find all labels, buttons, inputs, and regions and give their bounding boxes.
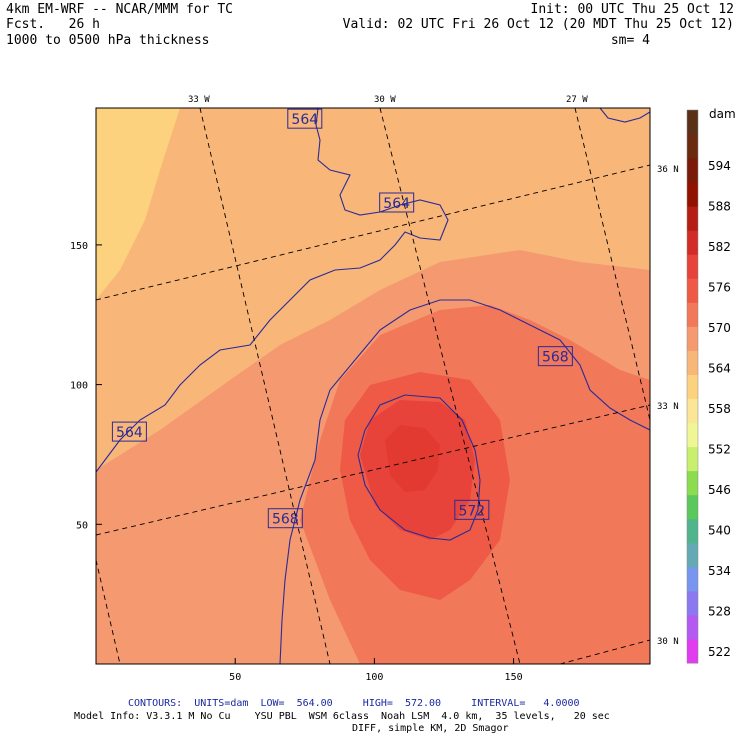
colorbar-tick-label: 528 [708,605,731,619]
colorbar-swatch [687,230,698,255]
lon-label-30w: 30 W [374,95,396,105]
colorbar-swatch [687,350,698,375]
contour-label-text: 564 [383,196,410,212]
colorbar-swatch [687,326,698,351]
latlon-grid [96,108,650,664]
x-axis: 50 100 150 [229,658,523,683]
colorbar-swatch [687,110,698,135]
lat-label-33n: 33 N [657,402,679,412]
colorbar-swatch [687,422,698,448]
contour-label-box [267,508,303,529]
lat-label-36n: 36 N [657,165,679,175]
y-axis: 50 100 150 [70,241,102,531]
contour-564-north [96,108,449,473]
colorbar-swatch [687,470,698,496]
colorbar-swatch [687,614,698,640]
fill-region-579 [385,425,440,492]
colorbar-swatch [687,134,698,159]
colorbar: 594 588 582 576 570 564 558 552 546 540 534 528 522 [686,109,731,664]
colorbar-swatch [687,494,698,520]
contour-label: 568 [537,346,573,367]
header-valid: Valid: 02 UTC Fri 26 Oct 12 (20 MDT Thu … [342,17,734,32]
contour-label: 564 [111,421,147,442]
contour-label: 564 [287,108,323,129]
x-tick-label: 150 [505,672,523,683]
lon-label-27w: 27 W [566,95,588,105]
header-forecast: Fcst. 26 h [6,17,100,32]
contour-label-text: 568 [272,512,299,528]
contour-572 [357,394,481,541]
colorbar-swatch [687,278,698,303]
colorbar-tick-label: 576 [708,281,731,295]
colorbar-swatch [687,374,698,400]
contour-label: 572 [454,499,490,520]
contour-label-box [111,421,147,442]
contour-label-box [287,108,323,129]
footer-contours: CONTOURS: UNITS=dam LOW= 564.00 HIGH= 57… [128,698,580,709]
colorbar-swatch [687,398,698,424]
colorbar-swatch [687,566,698,592]
footer-model-info: Model Info: V3.3.1 M No Cu YSU PBL WSM 6… [74,711,610,722]
contour-label-box [379,192,415,213]
lon-label-33w: 33 W [188,95,210,105]
header-init: Init: 00 UTC Thu 25 Oct 12 [530,2,735,17]
contour-label: 568 [267,508,303,529]
geo-labels: 33 W 30 W 27 W 36 N 33 N 30 N [188,95,679,647]
colorbar-tick-label: 564 [708,362,731,376]
header-title: 4km EM-WRF -- NCAR/MMM for TC [6,2,233,17]
colorbar-swatch [687,446,698,472]
contour-564-ne [599,108,650,123]
colorbar-swatch [687,158,698,183]
colorbar-tick-label: 534 [708,564,731,578]
contour-label-text: 572 [458,503,485,519]
y-tick-label: 100 [70,381,88,392]
colorbar-swatch [687,518,698,544]
lat-label-30n: 30 N [657,637,679,647]
colorbar-swatch [687,254,698,279]
colorbar-swatch [687,206,698,231]
footer-model-info-2: DIFF, simple KM, 2D Smagor [352,723,509,734]
contour-label-box [454,499,490,520]
contour-label-text: 568 [542,350,569,366]
colorbar-tick-label: 540 [708,524,731,538]
contour-label: 564 [379,192,415,213]
x-tick-label: 100 [365,672,383,683]
colorbar-swatch [687,590,698,616]
contour-label-text: 564 [291,112,318,128]
colorbar-swatch [687,182,698,207]
contour-568 [279,299,650,664]
colorbar-tick-label: 582 [708,240,731,254]
colorbar-tick-label: 570 [708,321,731,335]
contour-label-text: 564 [116,425,143,441]
colorbar-frame [686,109,699,664]
colorbar-tick-label: 552 [708,443,731,457]
colorbar-tick-label: 522 [708,645,731,659]
fill-layer [96,108,650,664]
x-tick-label: 50 [229,672,241,683]
colorbar-tick-label: 558 [708,402,731,416]
y-tick-label: 150 [70,241,88,252]
header-smooth: sm= 4 [610,33,650,48]
colorbar-swatch [687,542,698,568]
colorbar-tick-label: 594 [708,159,731,173]
header-field: 1000 to 0500 hPa thickness [6,33,210,48]
colorbar-tick-label: 588 [708,200,731,214]
y-tick-label: 50 [76,520,88,531]
colorbar-tick-label: 546 [708,483,731,497]
contour-labels: 564 564 564 568 568 572 [111,108,573,529]
plot-frame [95,107,651,665]
colorbar-swatch [687,638,698,664]
colorbar-swatch [687,302,698,327]
contour-label-box [537,346,573,367]
colorbar-units: dam [709,107,736,121]
